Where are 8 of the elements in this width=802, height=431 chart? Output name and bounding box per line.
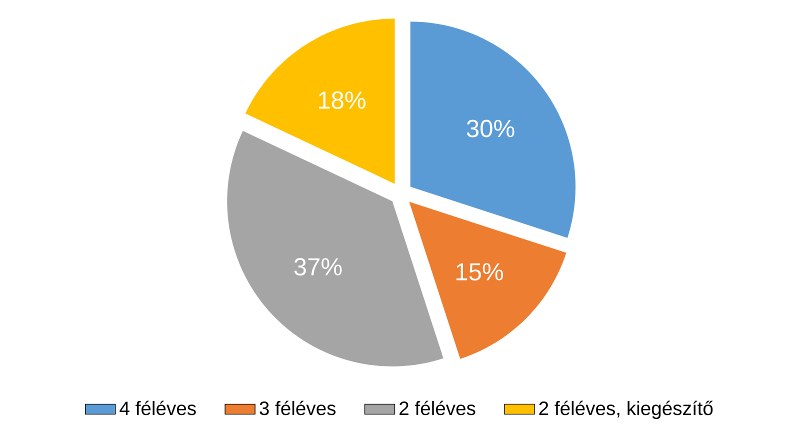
data-label: 30% <box>466 120 514 138</box>
data-label: 37% <box>294 258 342 276</box>
legend-label: 3 féléves <box>260 400 336 416</box>
legend-label: 2 féléves, kiegészítő <box>539 400 713 419</box>
legend-label: 4 féléves <box>120 400 196 416</box>
data-label: 18% <box>318 91 366 109</box>
data-label: 15% <box>456 263 503 281</box>
legend-label: 2 féléves <box>400 400 476 416</box>
